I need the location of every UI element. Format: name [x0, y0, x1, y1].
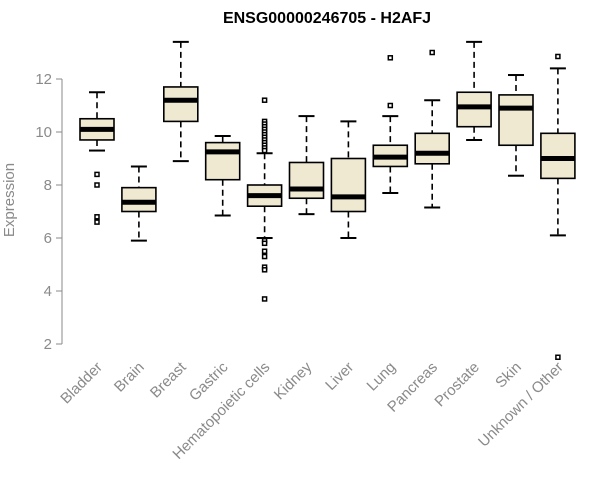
box-group	[414, 49, 451, 209]
box-iqr	[163, 86, 199, 123]
category-label: Liver	[322, 359, 357, 394]
y-tick-label: 4	[44, 283, 52, 300]
y-tick-label: 6	[44, 230, 52, 247]
box-iqr	[456, 91, 492, 128]
y-tick-label: 12	[35, 71, 52, 88]
outlier-point	[94, 171, 100, 178]
outlier-point	[555, 53, 561, 60]
category-label: Kidney	[271, 358, 316, 403]
outlier-point	[261, 296, 268, 302]
category-label: Brain	[111, 359, 148, 396]
boxes-layer	[79, 40, 576, 360]
y-tick-label: 10	[35, 124, 52, 141]
box-iqr	[288, 161, 325, 200]
box-group	[121, 165, 157, 242]
outlier-point	[261, 147, 268, 154]
category-label: Breast	[147, 358, 190, 401]
box-group	[456, 40, 492, 141]
outlier-point	[261, 240, 268, 247]
box-iqr	[540, 132, 576, 180]
category-label: Lung	[364, 359, 400, 395]
box-group	[79, 91, 115, 225]
box-iqr	[498, 94, 534, 147]
outlier-point	[94, 219, 100, 225]
outlier-point	[555, 354, 561, 360]
box-group	[498, 74, 534, 177]
box-iqr	[204, 141, 241, 181]
outlier-point	[94, 214, 100, 220]
box-iqr	[414, 132, 451, 165]
category-label: Bladder	[57, 359, 106, 408]
y-tick-label: 8	[44, 177, 52, 194]
box-iqr	[121, 186, 157, 213]
outlier-point	[261, 248, 268, 254]
y-axis-label: Expression	[1, 163, 18, 237]
box-group	[372, 55, 409, 194]
outlier-point	[387, 55, 394, 61]
outlier-point	[94, 182, 100, 188]
category-label: Prostate	[431, 359, 483, 411]
box-group	[204, 134, 241, 217]
box-group	[246, 97, 283, 302]
outlier-point	[261, 267, 268, 273]
box-group	[163, 40, 199, 163]
outlier-point	[261, 253, 268, 260]
outlier-point	[387, 102, 394, 109]
outlier-point	[261, 97, 268, 103]
chart-title: ENSG00000246705 - H2AFJ	[223, 10, 431, 27]
box-group	[288, 115, 325, 216]
y-tick-label: 2	[44, 336, 52, 353]
outlier-point	[429, 49, 435, 56]
box-iqr	[330, 157, 367, 213]
y-axis: 2 4 6 8 10 12	[35, 71, 63, 353]
box-group	[330, 120, 367, 239]
box-group	[540, 53, 576, 360]
category-label: Skin	[492, 359, 525, 392]
